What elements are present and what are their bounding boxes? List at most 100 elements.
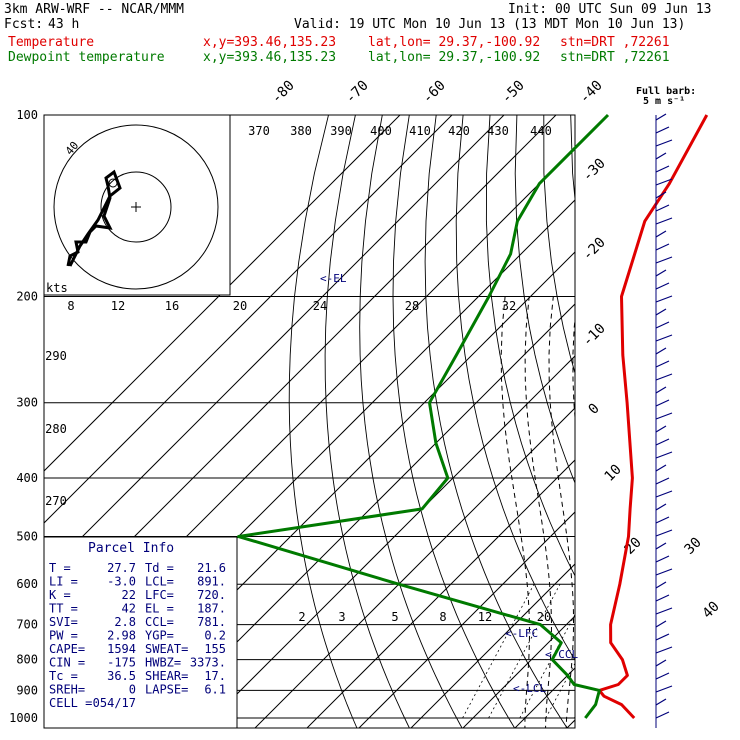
wind-barb — [655, 152, 667, 160]
wind-barb — [655, 516, 670, 524]
isotherm-line — [306, 459, 575, 728]
moist-adiabat — [500, 296, 531, 728]
forecast-hours: 43 h — [48, 17, 80, 32]
dry-adiabat — [359, 115, 463, 728]
wind-barb — [655, 334, 673, 342]
isotherm-line — [462, 615, 575, 728]
profile-line — [237, 113, 610, 719]
parcel-param-label: T = — [49, 561, 71, 575]
wind-barb — [655, 217, 673, 225]
valid-time: Valid: 19 UTC Mon 10 Jun 13 (13 MDT Mon … — [294, 17, 686, 32]
wind-barb — [655, 477, 670, 485]
parcel-param-value: 187. — [197, 602, 226, 616]
isotherm-line — [254, 407, 575, 728]
hodograph-trace — [66, 169, 122, 267]
hodograph-speed-tick: 24 — [313, 299, 327, 313]
theta-label: 400 — [370, 124, 392, 138]
parcel-param-value: 36.5 — [107, 669, 136, 683]
parcel-param-value: 0.2 — [204, 629, 226, 643]
parcel-info-title: Parcel Info — [88, 541, 174, 556]
dry-adiabat — [424, 115, 568, 728]
parcel-param-label: K = — [49, 588, 71, 602]
pressure-tick-label: 100 — [16, 108, 38, 122]
wind-barb — [655, 672, 670, 680]
parcel-param-label: LFC= — [145, 588, 174, 602]
parcel-info-box: Parcel Info T = 27.7 Td = 21.6 LI = -3.0 LCL= 8… — [43, 536, 238, 729]
dry-adiabat — [598, 115, 740, 731]
parcel-param-label: EL = — [145, 602, 174, 616]
dry-adiabat — [625, 115, 740, 731]
parcel-param-label: SHEAR= — [145, 669, 188, 683]
isotherm-label: -20 — [580, 235, 609, 264]
wind-barb — [655, 685, 673, 693]
level-marker: <-LCL — [513, 682, 546, 695]
dry-adiabat — [324, 115, 410, 728]
wind-barb — [655, 490, 673, 498]
parcel-param-label: CAPE= — [49, 642, 85, 656]
isotherm-label: 0 — [586, 401, 603, 418]
parcel-param-label: TT = — [49, 602, 78, 616]
parcel-param-value: 1594 — [107, 642, 136, 656]
isotherm-label: -10 — [580, 321, 609, 350]
isotherm-line — [410, 563, 575, 728]
hodograph-speed-tick: 28 — [405, 299, 419, 313]
wind-barb — [655, 282, 670, 290]
pressure-tick-label: 400 — [16, 471, 38, 485]
parcel-param-label: Td = — [145, 561, 174, 575]
parcel-param-value: 21.6 — [197, 561, 226, 575]
isotherm-line — [44, 115, 505, 576]
wind-barb — [655, 139, 673, 147]
wind-barb — [655, 295, 673, 303]
isotherm-label: 40 — [700, 599, 723, 622]
isotherm-line — [616, 115, 740, 731]
temperature-latlon: lat,lon= 29.37,-100.92 — [368, 35, 541, 50]
wind-barb — [655, 607, 673, 615]
isotherm-label: -70 — [343, 78, 372, 107]
temperature-station: stn=DRT ,72261 — [560, 35, 670, 50]
wind-barb — [655, 451, 673, 459]
wind-barb — [655, 620, 667, 628]
wind-barb — [655, 204, 670, 212]
wind-barb — [655, 321, 670, 329]
pressure-tick-label: 800 — [16, 653, 38, 667]
wind-barb — [655, 555, 670, 563]
wind-barb — [655, 425, 667, 433]
mixing-ratio-label: 2 — [298, 610, 305, 624]
parcel-param-value: -3.0 — [107, 575, 136, 589]
wind-barb — [655, 178, 673, 186]
wind-legend-title: Full barb: — [636, 86, 697, 97]
pressure-tick-label: 300 — [16, 396, 38, 410]
isotherm-label: -40 — [577, 78, 606, 107]
theta-label: 370 — [248, 124, 270, 138]
isotherm-label: -80 — [269, 78, 298, 107]
parcel-param-value: 42 — [122, 602, 136, 616]
parcel-param-label: CELL = — [49, 696, 92, 710]
pressure-tick-label: 500 — [16, 529, 38, 543]
isotherm-line — [44, 115, 453, 524]
mixing-ratio-label: 20 — [537, 610, 551, 624]
parcel-param-value: 2.98 — [107, 629, 136, 643]
parcel-param-label: CCL= — [145, 615, 174, 629]
theta-label: 410 — [409, 124, 431, 138]
parcel-param-label: LCL= — [145, 575, 174, 589]
forecast-label: Fcst: — [4, 17, 44, 32]
isotherm-label: -50 — [499, 78, 528, 107]
wind-barb — [655, 698, 667, 706]
theta-label: 390 — [330, 124, 352, 138]
theta-label: 420 — [448, 124, 470, 138]
wind-barb — [655, 529, 673, 537]
hodograph-speed-tick: 32 — [502, 299, 516, 313]
wind-barb — [655, 646, 673, 654]
wind-barb — [655, 594, 670, 602]
parcel-param-label: HWBZ= — [145, 656, 181, 670]
isotherm-label: -60 — [420, 78, 449, 107]
wind-barb — [655, 503, 667, 511]
wind-barb — [655, 308, 667, 316]
dry-adiabat — [543, 115, 575, 375]
mixing-ratio-line — [488, 584, 561, 719]
level-marker: <-CCL — [545, 648, 578, 661]
moist-adiabat — [597, 297, 618, 731]
mixing-ratio-label: 8 — [439, 610, 446, 624]
init-time: Init: 00 UTC Sun 09 Jun 13 — [508, 2, 712, 17]
